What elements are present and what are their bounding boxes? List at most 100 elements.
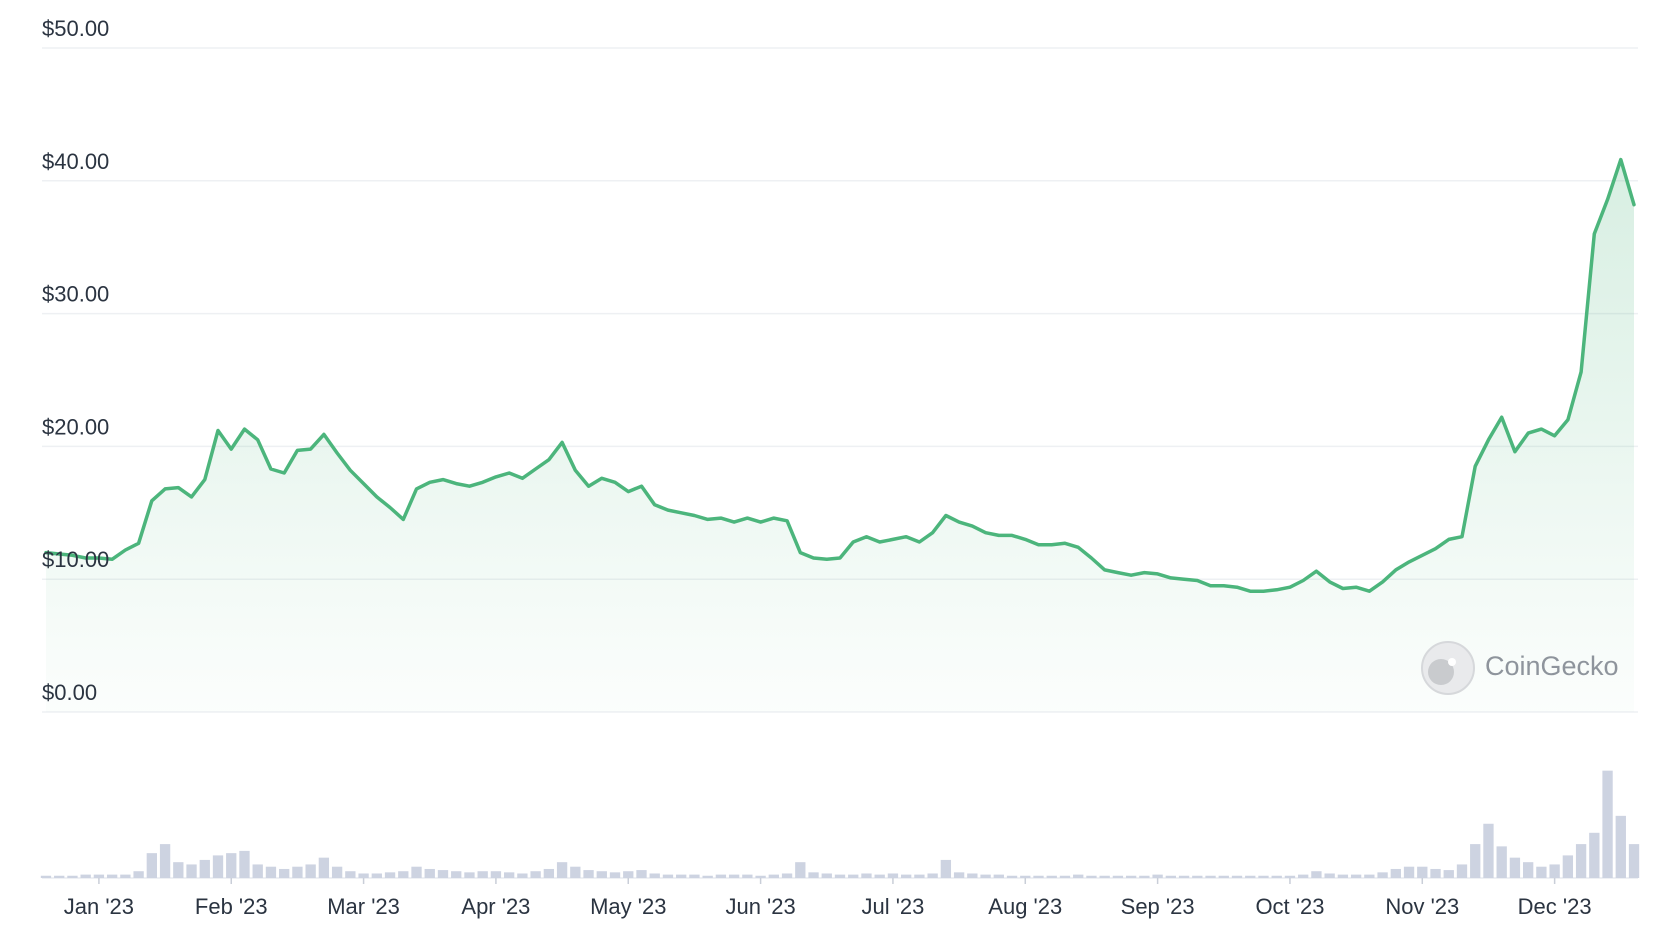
volume-bar xyxy=(953,872,965,878)
volume-bar xyxy=(120,874,131,878)
volume-bar xyxy=(186,864,197,878)
volume-bar xyxy=(1390,868,1401,878)
x-tick-label: May '23 xyxy=(590,894,666,919)
x-tick-label: Jun '23 xyxy=(725,894,795,919)
volume-bar xyxy=(1178,875,1190,878)
volume-bar xyxy=(848,874,859,878)
volume-bar xyxy=(384,872,396,878)
volume-bar xyxy=(437,870,449,878)
volume-bar xyxy=(1377,872,1388,878)
volume-bar xyxy=(1073,874,1084,878)
volume-bar xyxy=(1470,844,1481,878)
volume-bar xyxy=(398,871,409,878)
x-tick-label: Feb '23 xyxy=(195,894,268,919)
volume-bar xyxy=(649,873,660,878)
volume-bar xyxy=(1456,864,1468,878)
volume-bar xyxy=(1575,844,1587,878)
volume-bar xyxy=(530,871,541,878)
volume-bar xyxy=(1417,866,1428,878)
volume-bar xyxy=(464,872,475,878)
volume-bar xyxy=(1589,832,1600,878)
volume-bar xyxy=(914,874,925,878)
volume-bar xyxy=(1483,823,1494,878)
volume-bar xyxy=(1602,770,1613,878)
volume-bar xyxy=(609,872,621,878)
volume-bar xyxy=(1337,874,1349,878)
volume-bar xyxy=(1020,875,1031,878)
volume-bar xyxy=(1562,855,1574,878)
volume-bar xyxy=(159,844,171,878)
volume-bar xyxy=(80,874,91,878)
volume-bar xyxy=(1112,875,1124,878)
volume-bar xyxy=(477,871,488,878)
volume-bar xyxy=(1139,875,1150,878)
volume-bar xyxy=(1324,873,1335,878)
volume-bar xyxy=(1033,875,1044,878)
watermark-text: CoinGecko xyxy=(1485,651,1619,681)
volume-bar xyxy=(1509,857,1521,878)
price-area xyxy=(46,159,1634,713)
volume-bar xyxy=(623,871,634,878)
line-layer xyxy=(44,157,1636,593)
y-tick-label: $0.00 xyxy=(42,680,97,705)
volume-bar xyxy=(1099,875,1110,878)
volume-bar xyxy=(781,873,793,878)
volume-bar xyxy=(689,874,700,878)
volume-bar xyxy=(173,862,184,878)
volume-bar xyxy=(1496,846,1507,878)
volume-bar xyxy=(980,874,991,878)
volume-bar xyxy=(1165,875,1177,878)
volume-bar xyxy=(1615,815,1626,878)
volume-bar xyxy=(927,873,938,878)
volume-bar xyxy=(106,874,118,878)
volume-bar xyxy=(821,873,832,878)
volume-bar xyxy=(1536,866,1547,878)
volume-bar xyxy=(874,874,885,878)
volume-bar xyxy=(292,866,303,878)
x-tick-label: Apr '23 xyxy=(461,894,530,919)
volume-bar xyxy=(887,873,899,878)
x-tick-label: Dec '23 xyxy=(1518,894,1592,919)
y-tick-label: $50.00 xyxy=(42,16,109,41)
volume-bar xyxy=(279,868,290,878)
volume-bar xyxy=(318,857,330,878)
volume-bar xyxy=(371,873,382,878)
volume-bar xyxy=(742,874,753,878)
volume-bar xyxy=(1628,844,1640,878)
volume-bar xyxy=(1205,875,1216,878)
volume-bar xyxy=(755,875,766,878)
volume-bar xyxy=(1364,874,1375,878)
volume-bar xyxy=(503,872,515,878)
x-tick-label: Mar '23 xyxy=(327,894,400,919)
volume-bar xyxy=(67,875,78,878)
volume-bar xyxy=(1298,874,1309,878)
volume-bar xyxy=(54,875,65,878)
volume-bar xyxy=(636,870,647,878)
volume-bar xyxy=(265,866,277,878)
label-layer: $0.00 $10.00 $20.00 $30.00 $40.00 $50.00 Jan '… xyxy=(42,16,1592,919)
volume-bar xyxy=(1006,875,1018,878)
volume-bar xyxy=(795,862,806,878)
y-tick-label: $20.00 xyxy=(42,414,109,439)
volume-bar xyxy=(345,871,356,878)
volume-bar xyxy=(901,874,912,878)
x-tick-label: Nov '23 xyxy=(1385,894,1459,919)
volume-bar xyxy=(1192,875,1203,878)
volume-bar xyxy=(861,873,872,878)
volume-bar xyxy=(715,874,727,878)
volume-bar xyxy=(1311,871,1322,878)
volume-bar xyxy=(1430,868,1441,878)
volume-bar xyxy=(662,874,674,878)
volume-bar xyxy=(1522,862,1534,878)
x-tick-label: Oct '23 xyxy=(1255,894,1324,919)
volume-bar xyxy=(93,874,105,878)
volume-bar xyxy=(1284,875,1296,878)
volume-bar xyxy=(702,875,713,878)
volume-bar xyxy=(1271,875,1282,878)
volume-bar xyxy=(543,868,555,878)
volume-bar xyxy=(1086,875,1097,878)
price-line xyxy=(44,157,1636,593)
y-tick-label: $10.00 xyxy=(42,547,109,572)
volume-bar xyxy=(199,859,210,878)
